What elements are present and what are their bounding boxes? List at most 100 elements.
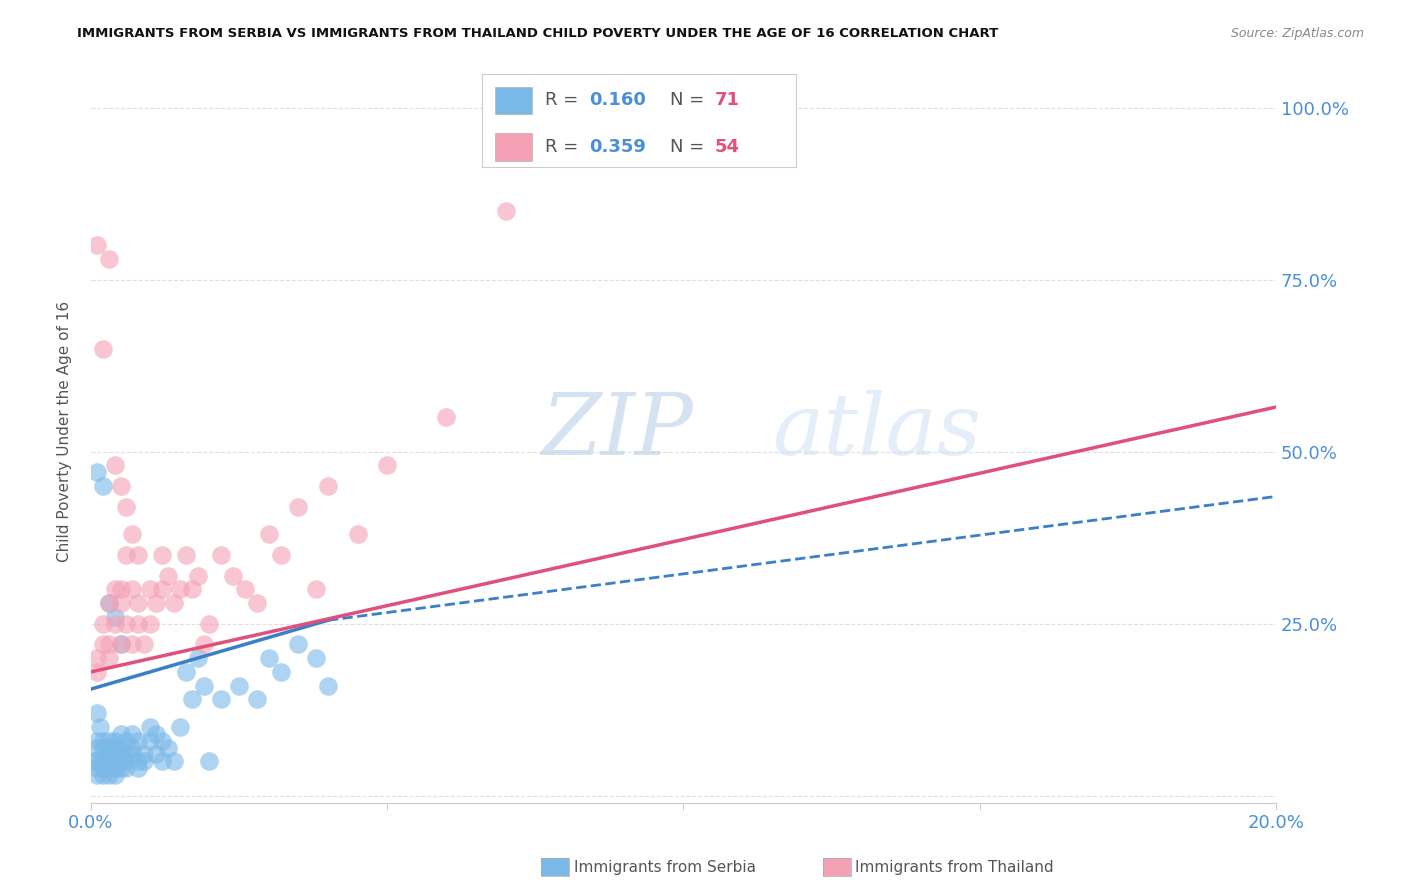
Point xyxy=(187,651,209,665)
Point xyxy=(97,761,120,775)
Point xyxy=(97,747,120,762)
Point xyxy=(524,101,547,115)
Point xyxy=(127,548,149,562)
Point xyxy=(145,727,167,741)
Point xyxy=(104,458,127,473)
Point xyxy=(94,747,117,762)
Point xyxy=(150,733,173,747)
Point xyxy=(145,596,167,610)
Point xyxy=(139,720,162,734)
Point xyxy=(86,754,108,768)
Point xyxy=(127,754,149,768)
Point xyxy=(97,740,120,755)
Point xyxy=(104,582,127,597)
Point xyxy=(115,500,138,514)
Point xyxy=(228,679,250,693)
Point xyxy=(134,754,156,768)
Point xyxy=(246,596,269,610)
Point xyxy=(246,692,269,706)
Point xyxy=(495,203,517,218)
Point xyxy=(193,679,215,693)
Point xyxy=(180,692,202,706)
Point xyxy=(86,651,108,665)
Point xyxy=(97,637,120,651)
Point xyxy=(121,740,143,755)
Point xyxy=(89,720,111,734)
Point xyxy=(86,466,108,480)
Point xyxy=(115,761,138,775)
Point xyxy=(305,651,328,665)
Point xyxy=(104,740,127,755)
Point xyxy=(115,747,138,762)
Point xyxy=(110,637,132,651)
Point xyxy=(83,754,105,768)
Point xyxy=(375,458,398,473)
Point xyxy=(174,548,197,562)
Point xyxy=(139,616,162,631)
Point xyxy=(169,720,191,734)
Point xyxy=(156,568,179,582)
Point xyxy=(91,479,114,493)
Point xyxy=(127,596,149,610)
Point xyxy=(97,768,120,782)
Point xyxy=(287,500,309,514)
Point xyxy=(86,706,108,721)
Point xyxy=(110,637,132,651)
Point xyxy=(97,754,120,768)
Point xyxy=(150,582,173,597)
Point xyxy=(121,727,143,741)
Point xyxy=(97,651,120,665)
Point xyxy=(127,761,149,775)
Point xyxy=(86,733,108,747)
Point xyxy=(134,747,156,762)
Point xyxy=(316,679,339,693)
Point xyxy=(110,479,132,493)
Y-axis label: Child Poverty Under the Age of 16: Child Poverty Under the Age of 16 xyxy=(58,301,72,562)
Point xyxy=(104,733,127,747)
Point xyxy=(110,754,132,768)
Point xyxy=(134,637,156,651)
Text: ZIP: ZIP xyxy=(541,390,693,473)
Point xyxy=(91,637,114,651)
Point xyxy=(121,747,143,762)
Point xyxy=(115,548,138,562)
Point xyxy=(187,568,209,582)
Text: IMMIGRANTS FROM SERBIA VS IMMIGRANTS FROM THAILAND CHILD POVERTY UNDER THE AGE O: IMMIGRANTS FROM SERBIA VS IMMIGRANTS FRO… xyxy=(77,27,998,40)
Point xyxy=(180,582,202,597)
Point xyxy=(287,637,309,651)
Point xyxy=(97,733,120,747)
Text: atlas: atlas xyxy=(772,390,981,473)
Point xyxy=(139,733,162,747)
Point xyxy=(198,754,221,768)
Point xyxy=(115,616,138,631)
Point xyxy=(97,252,120,266)
Point xyxy=(436,410,458,425)
Point xyxy=(209,548,232,562)
Point xyxy=(305,582,328,597)
Point xyxy=(145,747,167,762)
Point xyxy=(193,637,215,651)
Point xyxy=(86,740,108,755)
Point xyxy=(91,342,114,356)
Point xyxy=(86,761,108,775)
Point xyxy=(91,616,114,631)
Point xyxy=(270,665,292,679)
Point xyxy=(104,768,127,782)
Point xyxy=(121,527,143,541)
Point xyxy=(110,740,132,755)
Point xyxy=(115,754,138,768)
Point xyxy=(86,238,108,252)
Point xyxy=(91,754,114,768)
Point xyxy=(86,665,108,679)
Point xyxy=(346,527,368,541)
Point xyxy=(104,761,127,775)
Point xyxy=(127,733,149,747)
Point xyxy=(91,768,114,782)
Point xyxy=(270,548,292,562)
Point xyxy=(174,665,197,679)
Point xyxy=(163,754,186,768)
Point xyxy=(97,596,120,610)
Point xyxy=(110,747,132,762)
Point xyxy=(316,479,339,493)
Point xyxy=(150,548,173,562)
